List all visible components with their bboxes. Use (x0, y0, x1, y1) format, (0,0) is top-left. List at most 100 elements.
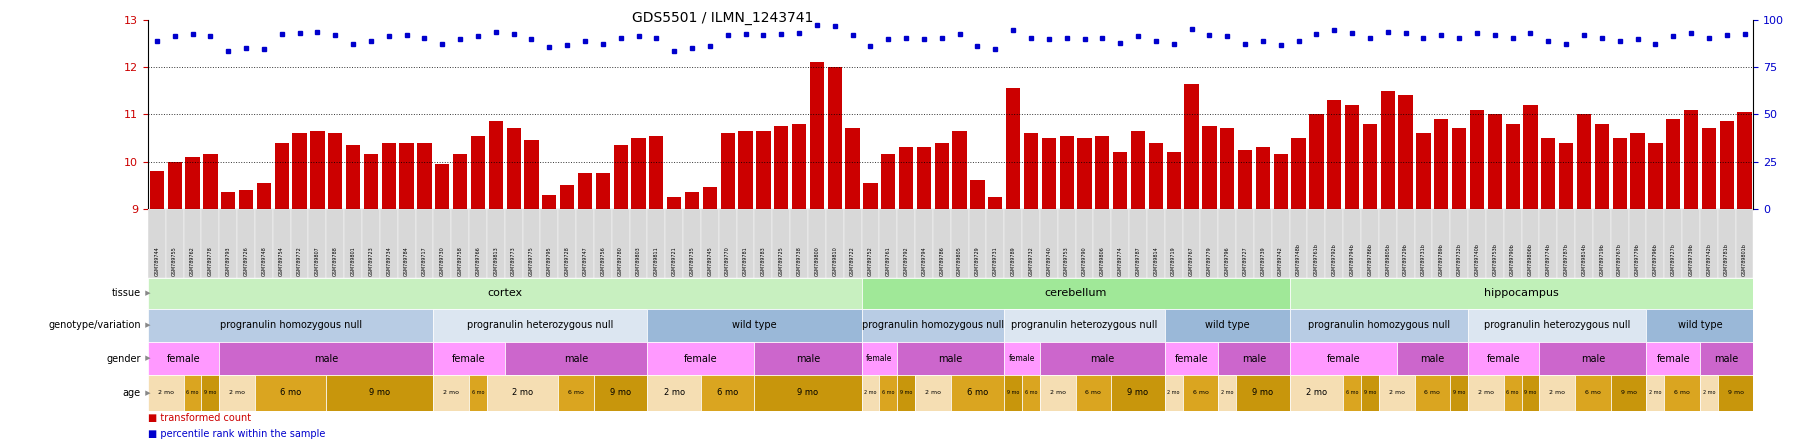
Bar (1593, 209, 1611, 278)
Text: GSM789726: GSM789726 (244, 246, 249, 276)
Bar (543, 194, 556, 209)
Text: GSM789790b: GSM789790b (1510, 243, 1515, 276)
Text: GSM789756: GSM789756 (601, 246, 606, 276)
Bar (702, 375, 754, 411)
Bar (648, 309, 862, 342)
Bar (1093, 209, 1111, 278)
Bar (1611, 375, 1647, 411)
Bar (186, 157, 200, 209)
Bar (1165, 375, 1183, 411)
Bar (1647, 342, 1699, 375)
Text: GSM789779: GSM789779 (1207, 246, 1212, 276)
Text: GSM789748b: GSM789748b (1295, 243, 1301, 276)
Bar (987, 209, 1005, 278)
Bar (862, 342, 897, 375)
Text: 6 mo: 6 mo (1674, 390, 1690, 396)
Text: wild type: wild type (732, 320, 778, 330)
Text: 6 mo: 6 mo (1425, 390, 1440, 396)
Bar (1681, 209, 1699, 278)
Text: GSM789728: GSM789728 (565, 246, 570, 276)
Bar (810, 63, 824, 209)
Bar (1113, 152, 1128, 209)
Text: GSM789770: GSM789770 (725, 246, 731, 276)
Bar (774, 126, 788, 209)
Bar (1450, 375, 1468, 411)
Bar (1346, 105, 1358, 209)
Text: female: female (1008, 354, 1035, 363)
Bar (1201, 126, 1216, 209)
Bar (1111, 375, 1165, 411)
Text: 9 mo: 9 mo (1252, 388, 1274, 397)
Bar (1647, 209, 1665, 278)
Text: 6 mo: 6 mo (1192, 390, 1209, 396)
Text: female: female (1174, 353, 1209, 364)
Bar (222, 192, 235, 209)
Bar (1486, 209, 1505, 278)
Bar (862, 278, 1290, 309)
Bar (720, 133, 734, 209)
Bar (738, 131, 752, 209)
Text: 2 mo: 2 mo (1389, 390, 1405, 396)
Text: GSM789748: GSM789748 (262, 246, 267, 276)
Text: GSM789779b: GSM789779b (1634, 243, 1640, 276)
Bar (1149, 143, 1164, 209)
Bar (1272, 209, 1290, 278)
Bar (686, 192, 700, 209)
Bar (1005, 342, 1039, 375)
Text: GSM789734: GSM789734 (386, 246, 391, 276)
Text: GSM789803: GSM789803 (637, 246, 640, 276)
Text: GSM789761b: GSM789761b (1313, 243, 1319, 276)
Bar (150, 171, 164, 209)
Bar (168, 162, 182, 209)
Text: 6 mo: 6 mo (967, 388, 989, 397)
Text: GSM789787b: GSM789787b (1564, 243, 1569, 276)
Text: 6 mo: 6 mo (1086, 390, 1102, 396)
Text: GSM789805: GSM789805 (958, 246, 962, 276)
Bar (879, 209, 897, 278)
Text: GSM789806: GSM789806 (1100, 246, 1104, 276)
Text: progranulin heterozygous null: progranulin heterozygous null (467, 320, 613, 330)
Text: ■ transformed count: ■ transformed count (148, 413, 251, 423)
Bar (381, 209, 397, 278)
Text: GSM789739b: GSM789739b (1689, 243, 1694, 276)
Bar (433, 209, 451, 278)
Bar (1290, 375, 1344, 411)
Text: GSM789810: GSM789810 (832, 246, 837, 276)
Bar (934, 143, 949, 209)
Bar (148, 309, 433, 342)
Text: GSM789719: GSM789719 (1171, 246, 1176, 276)
Bar (1414, 209, 1432, 278)
Bar (433, 342, 505, 375)
Text: GSM789731: GSM789731 (992, 246, 998, 276)
Text: 2 mo: 2 mo (1703, 390, 1716, 396)
Bar (346, 145, 361, 209)
Bar (1667, 119, 1680, 209)
Bar (915, 209, 933, 278)
Bar (1274, 155, 1288, 209)
Text: cortex: cortex (487, 288, 523, 298)
Text: GSM789786: GSM789786 (940, 246, 943, 276)
Text: female: female (1656, 353, 1690, 364)
Bar (1005, 375, 1023, 411)
Bar (1468, 309, 1647, 342)
Text: hippocampus: hippocampus (1485, 288, 1559, 298)
Text: GSM789758: GSM789758 (458, 246, 462, 276)
Bar (1075, 375, 1111, 411)
Text: GSM789796: GSM789796 (1225, 246, 1230, 276)
Bar (236, 209, 254, 278)
Text: GSM789730: GSM789730 (440, 246, 446, 276)
Bar (148, 278, 862, 309)
Text: 9 mo: 9 mo (370, 388, 390, 397)
Text: GSM789729: GSM789729 (974, 246, 980, 276)
Bar (523, 209, 541, 278)
Text: GSM789742: GSM789742 (1279, 246, 1283, 276)
Text: GSM789778: GSM789778 (207, 246, 213, 276)
Bar (184, 209, 202, 278)
Bar (1488, 115, 1503, 209)
Bar (1025, 133, 1037, 209)
Bar (254, 209, 272, 278)
Text: 9 mo: 9 mo (1128, 388, 1149, 397)
Text: GSM789774b: GSM789774b (1546, 243, 1551, 276)
Bar (1290, 278, 1753, 309)
Bar (1737, 112, 1752, 209)
